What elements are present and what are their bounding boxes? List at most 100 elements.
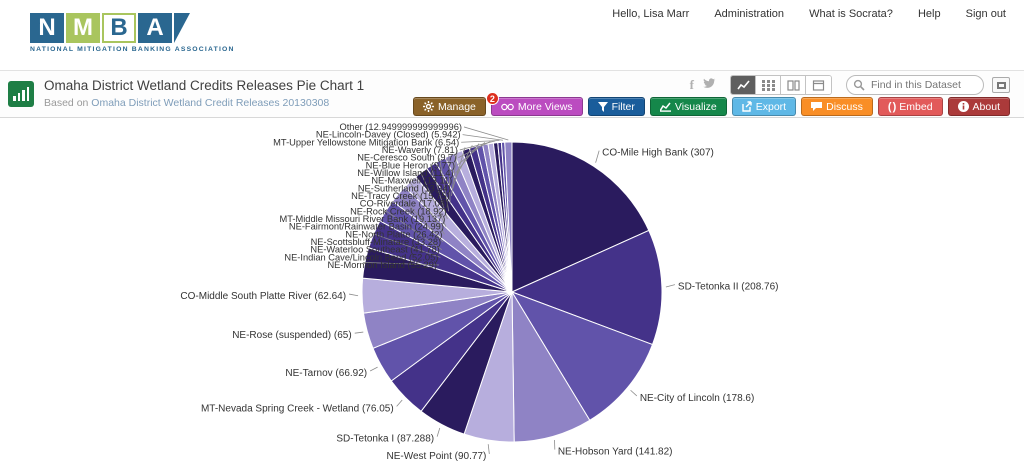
slice-label: SD-Tetonka II (208.76)	[678, 282, 779, 293]
page-title: Omaha District Wetland Credits Releases …	[44, 78, 365, 93]
embed-button[interactable]: ( ) Embed	[877, 97, 943, 116]
view-toggle-page[interactable]	[806, 76, 831, 94]
filter-funnel-icon	[597, 101, 608, 112]
pie-slice[interactable]	[510, 229, 663, 346]
leader-line	[595, 150, 600, 163]
pie-chart: CO-Mile High Bank (307) SD-Tetonka II (20…	[180, 122, 779, 462]
slice-label: NE-Willow Island (11.4)	[357, 168, 453, 178]
based-on-dataset-link[interactable]: Omaha District Wetland Credit Releases 2…	[91, 97, 330, 109]
toolbar-row-2: Manage 2 More Views Filter Visualize	[412, 92, 1010, 116]
slice-label: NE-Hobson Yard (141.82)	[558, 447, 673, 458]
leader-line	[419, 170, 447, 227]
dataset-chart-icon	[8, 81, 34, 107]
slice-label: NE-West Point (90.77)	[386, 451, 486, 462]
filter-label: Filter	[611, 100, 635, 113]
leader-line	[369, 366, 378, 372]
leader-line	[354, 331, 364, 334]
embed-label: Embed	[899, 100, 933, 113]
site-header: N M B A NATIONAL MITIGATION BANKING ASSO…	[0, 0, 1024, 70]
filter-button[interactable]: Filter	[587, 97, 645, 116]
leader-line	[451, 150, 458, 197]
top-nav: Hello, Lisa Marr Administration What is …	[590, 8, 1006, 20]
leader-line	[462, 134, 504, 141]
dataset-search	[846, 75, 984, 95]
slice-label: MT-Middle Missouri River Bank (19.137)	[279, 214, 445, 224]
slice-label: NE-Scottsbluff-Minatare (33.28)	[311, 237, 442, 247]
leader-line	[362, 261, 440, 266]
slice-label: NE-Waverly (7.81)	[382, 145, 458, 155]
more-views-badge: 2	[485, 92, 499, 105]
slice-label: NE-Sutherland (13.34)	[358, 183, 451, 193]
slice-label: CO-Middle South Platte River (62.64)	[180, 291, 346, 302]
leader-line	[455, 143, 480, 174]
gear-icon	[422, 101, 434, 112]
twitter-icon[interactable]	[702, 76, 716, 94]
visualize-button[interactable]: Visualize	[649, 97, 727, 116]
slice-label: NE-Rock Creek (18.92)	[350, 206, 447, 216]
view-toggle-table[interactable]	[756, 76, 781, 94]
leader-line	[436, 427, 441, 437]
slice-label: NE-Blue Heron (9.77)	[366, 160, 455, 170]
manage-label: Manage	[437, 100, 476, 113]
slice-label: MT-Upper Yellowstone Mitigation Bank (6.…	[273, 137, 459, 147]
nav-help[interactable]: Help	[917, 8, 941, 20]
leader-line	[383, 209, 443, 250]
visualize-chart-icon	[659, 102, 671, 112]
leader-line	[396, 399, 403, 407]
fullscreen-icon[interactable]	[992, 77, 1010, 93]
nmba-logo[interactable]: N M B A NATIONAL MITIGATION BANKING ASSO…	[30, 13, 235, 53]
about-label: About	[972, 100, 1000, 113]
leader-line	[348, 293, 359, 297]
chart-area: CO-Mile High Bank (307) SD-Tetonka II (20…	[0, 118, 1024, 466]
leader-line	[459, 140, 496, 151]
slice-label: NE-Indian Cave/Lincoln Bend (52.05)	[284, 252, 438, 262]
more-views-label: More Views	[517, 100, 573, 113]
logo-tagline: NATIONAL MITIGATION BANKING ASSOCIATION	[30, 46, 235, 53]
slice-label: NE-Tarnov (66.92)	[285, 368, 367, 379]
search-icon	[853, 79, 865, 91]
leader-line	[371, 232, 441, 258]
pie-slice[interactable]	[511, 141, 650, 293]
about-button[interactable]: About	[947, 97, 1010, 116]
slice-label: NE-Lincoln-Davey (Closed) (5.942)	[316, 130, 461, 140]
nmba-logo-letters: N M B A	[30, 13, 235, 43]
view-toggle-group	[730, 75, 832, 95]
pie-slice[interactable]	[510, 291, 654, 421]
leader-line	[408, 180, 445, 235]
export-label: Export	[755, 100, 787, 113]
leader-line	[665, 284, 676, 288]
pie-slice[interactable]	[504, 141, 513, 293]
facebook-icon[interactable]: f	[689, 77, 694, 92]
more-views-button[interactable]: 2 More Views	[485, 92, 583, 116]
slice-label: NE-Waterloo Southeast (41.78)	[310, 245, 439, 255]
based-on-text: Based on Omaha District Wetland Credit R…	[44, 97, 329, 109]
search-input[interactable]	[846, 75, 984, 95]
nav-sign-out[interactable]: Sign out	[965, 8, 1006, 20]
export-button[interactable]: Export	[731, 97, 797, 116]
dataset-panel: Omaha District Wetland Credits Releases …	[0, 70, 1024, 118]
nav-greeting[interactable]: Hello, Lisa Marr	[612, 8, 690, 20]
leader-line	[461, 140, 500, 143]
discuss-button[interactable]: Discuss	[801, 97, 873, 116]
slice-label: CO-Mile High Bank (307)	[602, 148, 714, 159]
manage-button[interactable]: Manage	[412, 97, 486, 116]
leader-line	[448, 153, 451, 204]
view-toggle-list[interactable]	[781, 76, 806, 94]
leader-line	[429, 163, 448, 220]
slice-label: CO-Riverdale (17.08)	[360, 199, 448, 209]
nav-what-is-socrata[interactable]: What is Socrata?	[809, 8, 893, 20]
visualize-label: Visualize	[674, 100, 717, 113]
slice-label: NE-Fairmont/Rainwater Basin (24.99)	[289, 222, 444, 232]
slice-label: NE-Ceresco South (9.7)	[357, 153, 456, 163]
slice-label: NE-Tracy Creek (15.75)	[351, 191, 449, 201]
leader-line	[463, 126, 509, 141]
leader-line	[439, 158, 450, 212]
slice-label: Other (12.949999999999996)	[339, 122, 462, 132]
nav-administration[interactable]: Administration	[714, 8, 785, 20]
slice-label: NE-Maxwell (13.11)	[371, 176, 452, 186]
view-toggle-chart[interactable]	[731, 76, 756, 94]
slice-label: NE-North Platte (26.42)	[345, 229, 442, 239]
views-eyeglasses-icon	[501, 103, 514, 111]
logo-letter-b: B	[102, 13, 136, 43]
embed-code-icon: ( )	[887, 100, 896, 113]
